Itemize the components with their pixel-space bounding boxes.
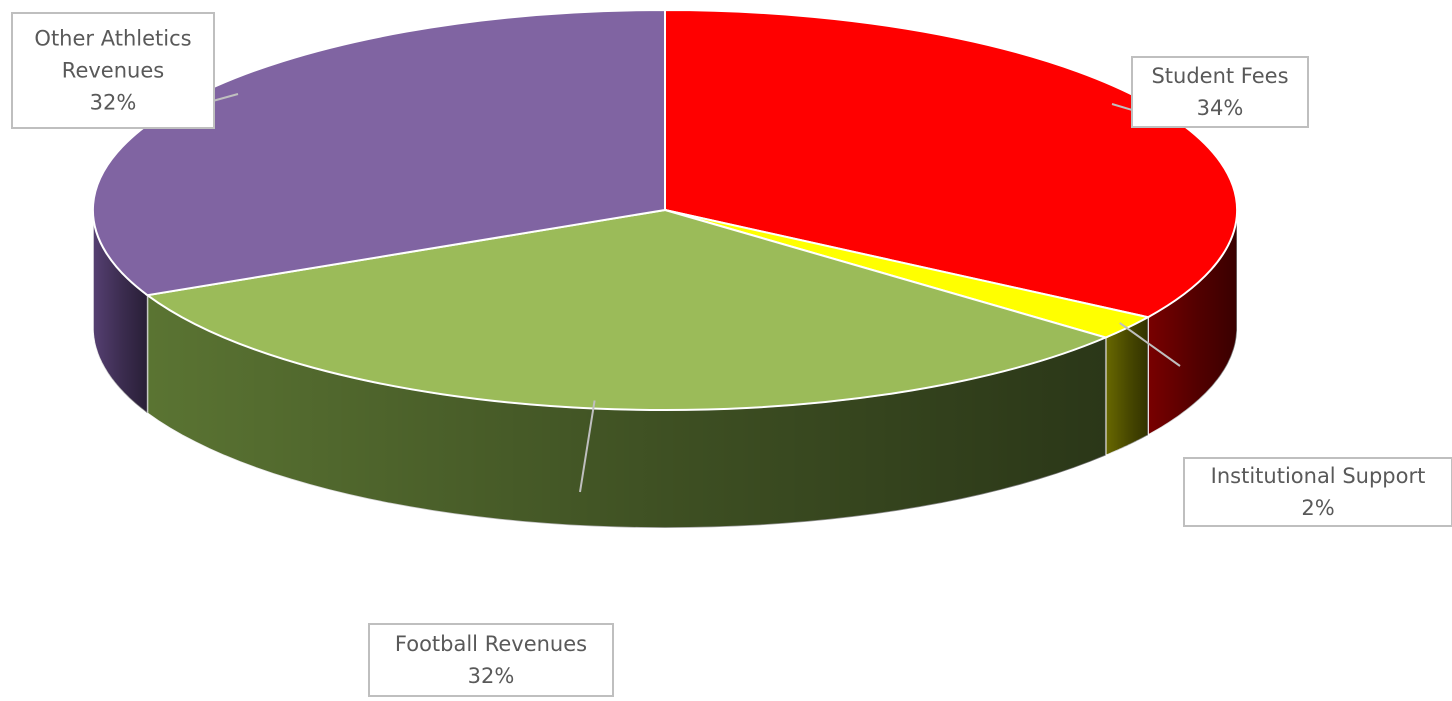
data-label-percent-football-revenues: 32%	[468, 664, 515, 688]
leader-line-football-revenues	[579, 400, 596, 493]
data-label-name-other-athletics-revenues: Other Athletics	[34, 27, 191, 51]
data-label-box-football-revenues	[368, 623, 614, 697]
data-label-percent-other-athletics-revenues: 32%	[90, 91, 137, 115]
slice-side-shade-football-revenues	[147, 295, 1106, 528]
data-label-name-other-athletics-revenues: Revenues	[62, 59, 164, 83]
data-label-box-student-fees	[1131, 56, 1309, 128]
data-label-name-football-revenues: Football Revenues	[395, 632, 587, 656]
data-label-name-institutional-support: Institutional Support	[1211, 464, 1426, 488]
data-label-box-institutional-support	[1183, 457, 1452, 527]
data-label-student-fees: Student Fees 34%	[1131, 56, 1309, 128]
data-label-institutional-support: Institutional Support 2%	[1183, 457, 1452, 527]
data-label-percent-student-fees: 34%	[1197, 96, 1244, 120]
data-label-other-athletics-revenues: Other Athletics Revenues 32%	[11, 12, 215, 129]
data-label-box-other-athletics-revenues	[11, 12, 215, 129]
data-label-football-revenues: Football Revenues 32%	[368, 623, 614, 697]
data-label-percent-institutional-support: 2%	[1301, 496, 1334, 520]
data-label-name-student-fees: Student Fees	[1151, 64, 1288, 88]
leader-line-institutional-support	[1119, 322, 1181, 367]
slice-side-shade-other-athletics-revenues	[93, 210, 148, 414]
slice-side-shade-institutional-support	[1105, 317, 1148, 456]
